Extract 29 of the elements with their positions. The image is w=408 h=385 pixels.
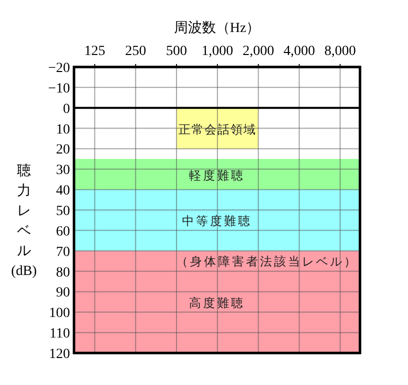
band-label: 軽度難聴 bbox=[189, 168, 245, 182]
x-tick-label: 2,000 bbox=[242, 44, 274, 59]
x-tick-label: 125 bbox=[84, 44, 106, 59]
xlabel: 周波数（Hz） bbox=[174, 21, 260, 36]
y-tick-label: 50 bbox=[56, 204, 70, 219]
y-tick-label: 110 bbox=[50, 326, 70, 342]
y-tick-label: −20 bbox=[48, 61, 70, 76]
y-tick-label: 70 bbox=[56, 244, 70, 260]
ylabel: 聴力レベル(dB) bbox=[11, 164, 37, 279]
y-tick-label: 0 bbox=[63, 102, 70, 117]
annotation: （身体障害者法該当レベル） bbox=[176, 254, 358, 268]
series-label: 正常会話領域 bbox=[178, 122, 256, 136]
y-tick-label: 100 bbox=[49, 306, 70, 322]
band-label: 中等度難聴 bbox=[182, 214, 252, 228]
y-tick-label: 90 bbox=[56, 286, 70, 301]
x-tick-label: 8,000 bbox=[324, 44, 356, 59]
x-tick-label: 500 bbox=[166, 44, 188, 59]
x-tick-label: 4,000 bbox=[283, 44, 315, 59]
y-tick-label: 80 bbox=[56, 265, 70, 280]
y-tick-label: 10 bbox=[56, 122, 70, 138]
y-tick-label: 40 bbox=[56, 184, 70, 199]
x-tick-label: 1,000 bbox=[202, 44, 234, 59]
y-tick-label: −10 bbox=[48, 81, 70, 96]
band-label: 高度難聴 bbox=[189, 296, 245, 310]
y-tick-label: 60 bbox=[56, 224, 70, 240]
x-tick-label: 250 bbox=[125, 44, 146, 59]
y-tick-label: 30 bbox=[56, 163, 70, 178]
y-tick-label: 120 bbox=[49, 347, 70, 362]
y-tick-label: 20 bbox=[56, 142, 70, 158]
